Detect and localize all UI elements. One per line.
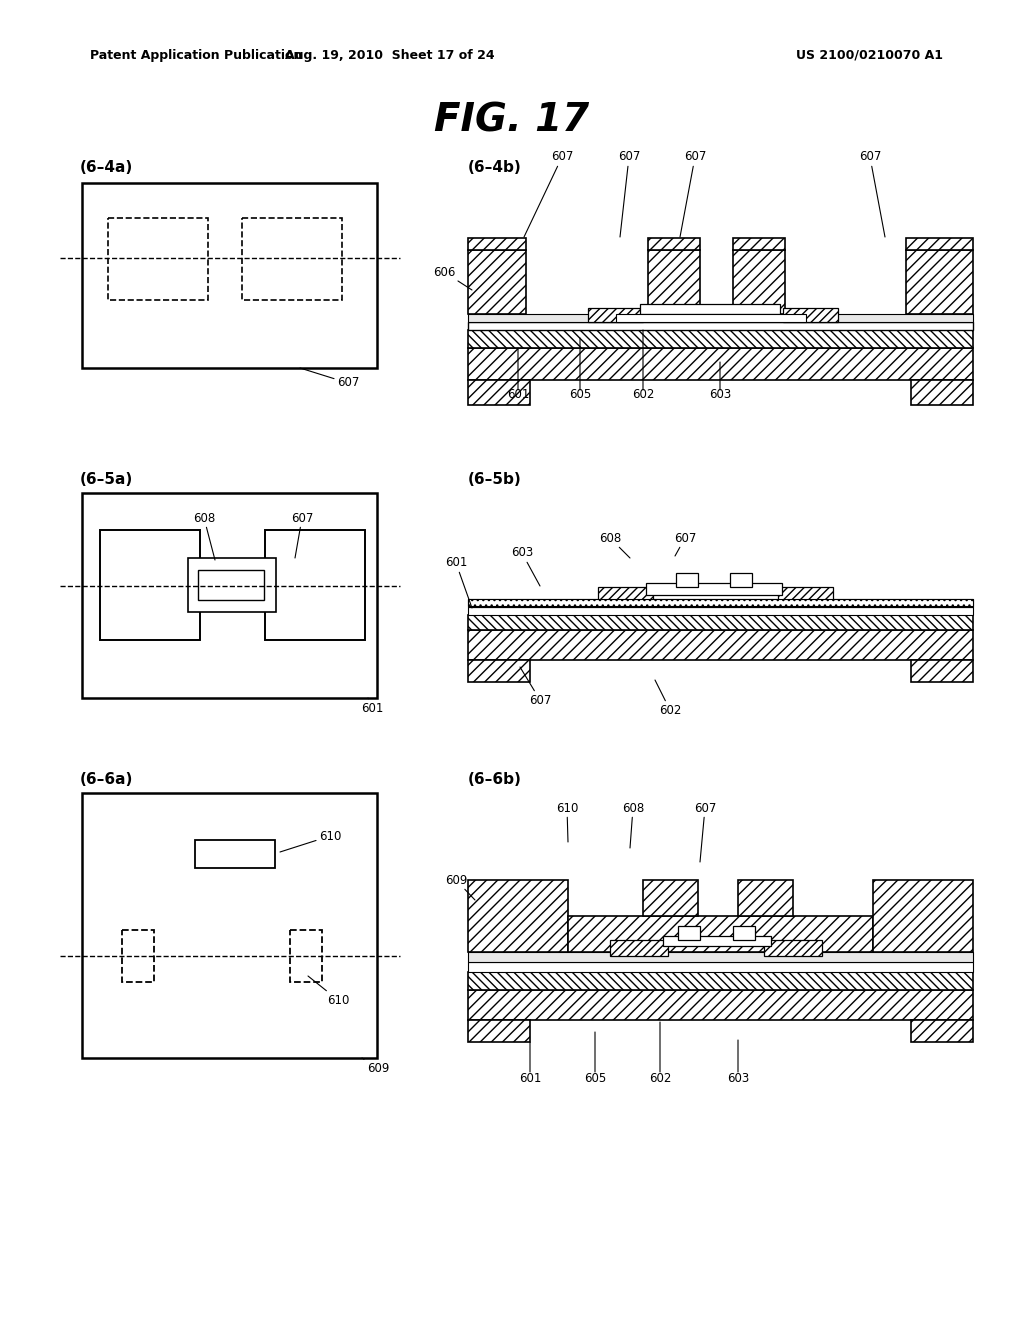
Bar bbox=[911, 660, 973, 682]
Text: 605: 605 bbox=[569, 388, 591, 401]
Bar bbox=[468, 249, 526, 314]
Text: 602: 602 bbox=[649, 1072, 671, 1085]
Text: 607: 607 bbox=[680, 150, 707, 238]
Bar bbox=[468, 380, 530, 405]
Text: 603: 603 bbox=[727, 1072, 750, 1085]
Bar bbox=[468, 990, 973, 1020]
Bar bbox=[568, 916, 873, 952]
Text: 610: 610 bbox=[556, 801, 579, 842]
Bar bbox=[468, 952, 973, 962]
Text: 608: 608 bbox=[193, 511, 215, 560]
Bar bbox=[468, 322, 973, 330]
Text: 610: 610 bbox=[308, 975, 349, 1006]
Text: 601: 601 bbox=[360, 698, 383, 714]
Bar bbox=[468, 880, 568, 952]
Text: (6–4b): (6–4b) bbox=[468, 161, 522, 176]
Bar bbox=[616, 314, 806, 322]
Bar bbox=[764, 940, 822, 956]
Bar bbox=[873, 880, 973, 952]
Text: 608: 608 bbox=[599, 532, 630, 558]
Bar bbox=[468, 607, 973, 615]
Bar bbox=[195, 840, 275, 869]
Bar bbox=[778, 587, 833, 605]
Text: 607: 607 bbox=[520, 667, 551, 706]
Text: (6–6a): (6–6a) bbox=[80, 772, 133, 788]
Text: 603: 603 bbox=[511, 546, 540, 586]
Text: 608: 608 bbox=[622, 801, 644, 847]
Bar bbox=[100, 531, 200, 640]
Text: 607: 607 bbox=[694, 801, 716, 862]
Bar bbox=[468, 1020, 530, 1041]
Bar bbox=[733, 927, 755, 940]
Text: 607: 607 bbox=[617, 150, 640, 238]
Text: (6–5b): (6–5b) bbox=[468, 473, 522, 487]
Bar bbox=[468, 615, 973, 630]
Text: 609: 609 bbox=[362, 1059, 389, 1074]
Bar bbox=[468, 972, 973, 990]
Bar bbox=[468, 599, 973, 606]
Text: (6–4a): (6–4a) bbox=[80, 161, 133, 176]
Text: 607: 607 bbox=[291, 511, 313, 558]
Text: Patent Application Publication: Patent Application Publication bbox=[90, 49, 302, 62]
Bar bbox=[82, 183, 377, 368]
Bar bbox=[198, 570, 264, 601]
Text: 607: 607 bbox=[524, 150, 573, 238]
Bar bbox=[122, 931, 154, 982]
Text: (6–5a): (6–5a) bbox=[80, 473, 133, 487]
Bar bbox=[468, 660, 530, 682]
Bar bbox=[733, 249, 785, 314]
Bar bbox=[468, 238, 526, 249]
Text: (6–6b): (6–6b) bbox=[468, 772, 522, 788]
Bar bbox=[906, 249, 973, 314]
Bar bbox=[663, 936, 771, 946]
Bar bbox=[648, 249, 700, 314]
Text: 601: 601 bbox=[444, 557, 472, 609]
Bar bbox=[82, 793, 377, 1059]
Bar bbox=[738, 880, 793, 916]
Bar bbox=[588, 308, 643, 322]
Text: 602: 602 bbox=[655, 680, 681, 717]
Bar bbox=[646, 583, 782, 595]
Bar bbox=[911, 380, 973, 405]
Bar bbox=[906, 238, 973, 249]
Text: 607: 607 bbox=[674, 532, 696, 556]
Bar bbox=[468, 630, 973, 660]
Bar bbox=[468, 314, 973, 322]
Bar bbox=[598, 587, 653, 605]
Bar bbox=[468, 962, 973, 972]
Bar bbox=[468, 330, 973, 348]
Text: 609: 609 bbox=[444, 874, 475, 900]
Text: 606: 606 bbox=[433, 265, 472, 290]
Bar bbox=[648, 238, 700, 249]
Bar bbox=[468, 599, 973, 607]
Text: 607: 607 bbox=[300, 368, 359, 389]
Text: 605: 605 bbox=[584, 1072, 606, 1085]
Bar bbox=[82, 492, 377, 698]
Bar bbox=[242, 218, 342, 300]
Text: 601: 601 bbox=[519, 1072, 542, 1085]
Bar bbox=[468, 348, 973, 380]
Bar bbox=[188, 558, 276, 612]
Bar bbox=[678, 927, 700, 940]
Text: 610: 610 bbox=[280, 829, 341, 851]
Text: Aug. 19, 2010  Sheet 17 of 24: Aug. 19, 2010 Sheet 17 of 24 bbox=[286, 49, 495, 62]
Bar bbox=[108, 218, 208, 300]
Bar bbox=[265, 531, 365, 640]
Bar bbox=[676, 573, 698, 587]
Text: 607: 607 bbox=[859, 150, 885, 238]
Bar bbox=[730, 573, 752, 587]
Bar bbox=[733, 238, 785, 249]
Bar bbox=[610, 940, 668, 956]
Bar bbox=[911, 1020, 973, 1041]
Text: 601: 601 bbox=[507, 388, 529, 401]
Text: 603: 603 bbox=[709, 388, 731, 401]
Text: FIG. 17: FIG. 17 bbox=[434, 102, 590, 139]
Bar bbox=[640, 304, 780, 314]
Text: 602: 602 bbox=[632, 388, 654, 401]
Bar bbox=[290, 931, 322, 982]
Text: US 2100/0210070 A1: US 2100/0210070 A1 bbox=[797, 49, 943, 62]
Bar bbox=[643, 880, 698, 916]
Bar bbox=[783, 308, 838, 322]
